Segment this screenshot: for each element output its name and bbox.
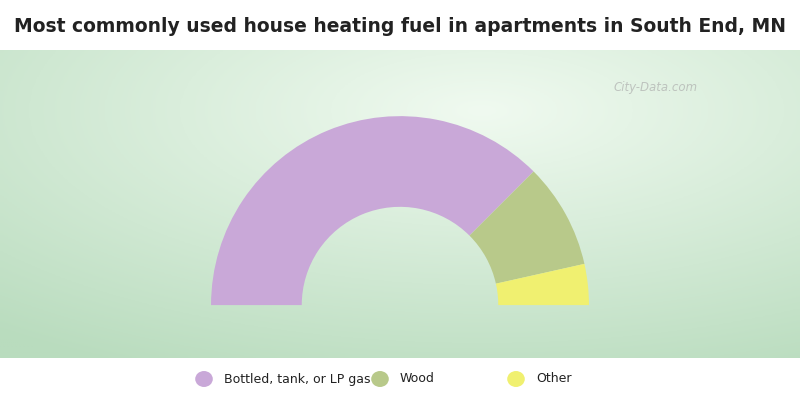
Text: City-Data.com: City-Data.com [614,82,698,94]
Ellipse shape [507,371,525,387]
Text: Bottled, tank, or LP gas: Bottled, tank, or LP gas [224,372,370,386]
Text: Wood: Wood [400,372,435,386]
Ellipse shape [195,371,213,387]
Text: Other: Other [536,372,571,386]
Ellipse shape [371,371,389,387]
Wedge shape [496,264,589,305]
Wedge shape [211,116,534,305]
Wedge shape [470,172,585,284]
Text: Most commonly used house heating fuel in apartments in South End, MN: Most commonly used house heating fuel in… [14,16,786,36]
